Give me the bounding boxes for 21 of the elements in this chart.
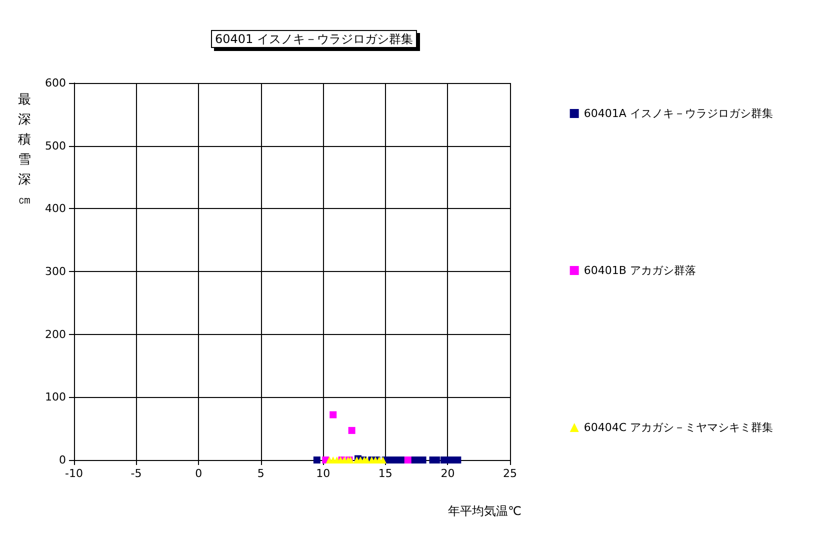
legend-label: 60404C アカガシ－ミヤマシキミ群集 bbox=[584, 421, 773, 434]
y-tick-label: 0 bbox=[59, 454, 66, 466]
y-tick-label: 300 bbox=[45, 265, 66, 278]
x-tick-label: 5 bbox=[257, 467, 264, 480]
x-tick-label: 15 bbox=[378, 467, 392, 480]
y-tick-label: 200 bbox=[45, 328, 66, 341]
x-tick-label: 10 bbox=[316, 467, 330, 480]
x-tick-label: -10 bbox=[65, 467, 83, 480]
x-axis-title: 年平均気温℃ bbox=[448, 504, 522, 518]
x-tick-label: 20 bbox=[440, 467, 455, 480]
x-tick-label: 25 bbox=[503, 467, 517, 480]
x-tick-label: 0 bbox=[195, 467, 202, 480]
y-tick-label: 100 bbox=[45, 390, 66, 404]
legend-label: 60401B アカガシ群落 bbox=[584, 264, 696, 277]
y-tick-label: 600 bbox=[45, 76, 66, 90]
x-tick-label: -5 bbox=[130, 467, 142, 480]
y-axis-title: 最深積雪深㎝ bbox=[18, 92, 31, 208]
legend-label: 60401A イスノキ－ウラジロガシ群集 bbox=[584, 107, 773, 120]
chart-title: 60401 イスノキ－ウラジロガシ群集 bbox=[215, 32, 413, 46]
y-tick-label: 400 bbox=[45, 202, 66, 216]
y-tick-label: 500 bbox=[45, 139, 66, 152]
